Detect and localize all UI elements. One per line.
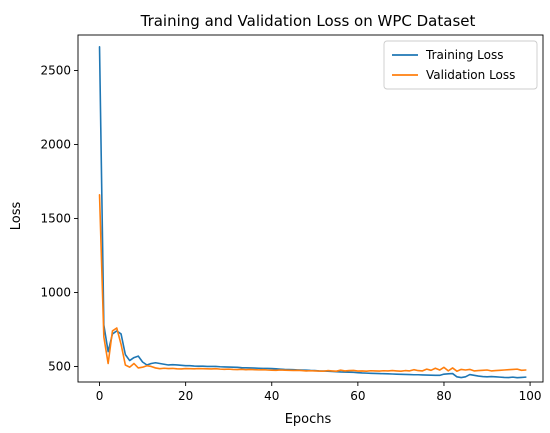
y-tick-label: 1500: [40, 211, 71, 225]
legend-box: [383, 40, 538, 90]
y-tick-label: 1000: [40, 285, 71, 299]
y-axis-label: Loss: [9, 202, 24, 231]
axes-frame: [77, 34, 544, 383]
y-tick-label: 500: [48, 359, 71, 373]
legend-label-validation-loss: Validation Loss: [426, 68, 515, 82]
chart-title: Training and Validation Loss on WPC Data…: [140, 12, 476, 30]
plot-area: 0 20 40 60 80 100 500 1000 1500 2000 2500 Training …: [40, 34, 544, 403]
x-tick-label: 80: [436, 389, 451, 403]
y-tick-label: 2500: [40, 64, 71, 78]
x-tick-label: 20: [178, 389, 193, 403]
y-tick-label: 2000: [40, 138, 71, 152]
x-tick-label: 0: [96, 389, 104, 403]
series-line-validation-loss: [98, 194, 527, 373]
x-tick-label: 100: [519, 389, 542, 403]
x-tick-label: 60: [350, 389, 365, 403]
legend-label-training-loss: Training Loss: [425, 48, 503, 62]
x-tick-label: 40: [264, 389, 279, 403]
x-axis-label: Epochs: [285, 412, 332, 427]
